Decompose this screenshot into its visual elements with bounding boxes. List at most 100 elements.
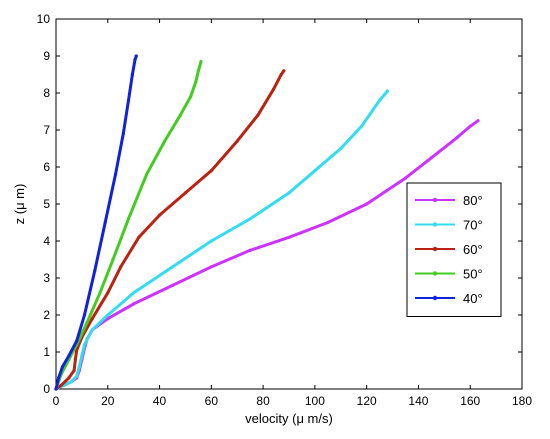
data-point: [126, 217, 131, 221]
series-line-2: [54, 69, 286, 391]
data-point: [163, 139, 167, 143]
legend-label-1: 70°: [463, 218, 483, 233]
legend-marker-4: [432, 295, 438, 301]
y-tick-label: 7: [43, 123, 50, 137]
y-tick-label: 6: [43, 160, 50, 174]
data-point: [189, 95, 193, 99]
data-point: [134, 54, 138, 58]
legend: 80° 70° 60° 50° 40°: [406, 182, 502, 317]
y-tick-label: 8: [43, 86, 50, 100]
data-point: [133, 58, 137, 62]
data-point: [119, 265, 123, 269]
data-point: [385, 89, 389, 93]
data-point: [248, 248, 252, 252]
plot-area: [54, 54, 480, 391]
x-tick-label: 100: [305, 394, 325, 408]
data-point: [235, 139, 239, 143]
data-point: [132, 291, 136, 295]
data-point: [75, 374, 79, 378]
data-point: [468, 124, 472, 128]
data-point: [194, 80, 198, 84]
data-point: [326, 220, 330, 225]
data-point: [279, 72, 283, 77]
data-point: [75, 348, 79, 352]
data-point: [103, 220, 107, 225]
data-point: [359, 124, 364, 128]
data-point: [60, 365, 65, 369]
data-point: [170, 283, 175, 287]
legend-label-4: 40°: [463, 291, 483, 306]
legend-label-3: 50°: [463, 267, 483, 282]
data-point: [111, 257, 115, 262]
data-point: [75, 339, 79, 343]
axes: 0 20 40 60 80 100 120 140 160 180 0 1 2 3 4 5 6 7 8 9 10: [37, 12, 533, 408]
data-point: [73, 357, 78, 361]
data-point: [178, 113, 182, 117]
data-point: [106, 317, 110, 321]
data-point: [145, 172, 149, 176]
data-point: [82, 313, 87, 317]
data-point: [313, 169, 317, 173]
data-point: [69, 380, 74, 384]
data-point: [339, 146, 343, 151]
y-axis-label: z (μ m): [12, 184, 27, 225]
data-point: [455, 135, 459, 139]
data-point: [287, 235, 291, 239]
x-tick-label: 80: [256, 394, 270, 408]
data-point: [106, 313, 110, 317]
y-tick-label: 0: [43, 382, 50, 396]
data-point: [72, 368, 76, 373]
data-point: [209, 239, 213, 243]
y-tick-label: 3: [43, 271, 50, 285]
data-point: [130, 72, 134, 77]
data-point: [56, 376, 61, 380]
data-point: [196, 69, 200, 73]
data-point: [209, 169, 213, 173]
data-point: [67, 354, 71, 358]
data-point: [59, 383, 63, 387]
series-line-1: [54, 89, 389, 391]
data-point: [82, 343, 87, 347]
y-tick-label: 9: [43, 49, 50, 63]
data-point: [170, 265, 175, 269]
data-point: [54, 387, 58, 391]
x-tick-label: 0: [53, 394, 60, 408]
data-point: [85, 320, 89, 324]
data-point: [106, 291, 110, 295]
data-point: [271, 87, 276, 91]
data-point: [183, 191, 188, 195]
data-point: [248, 217, 252, 221]
legend-marker-2: [432, 246, 438, 252]
data-point: [98, 291, 102, 295]
x-tick-label: 20: [101, 394, 115, 408]
data-point: [126, 98, 131, 102]
data-point: [209, 265, 213, 269]
legend-label-2: 60°: [463, 242, 483, 257]
x-tick-label: 40: [153, 394, 167, 408]
data-point: [476, 119, 480, 123]
data-point: [365, 202, 369, 206]
data-point: [67, 376, 71, 380]
data-point: [93, 269, 97, 273]
data-point: [90, 328, 94, 332]
data-point: [77, 365, 81, 369]
y-tick-label: 1: [43, 345, 50, 359]
x-tick-label: 180: [512, 394, 532, 408]
x-axis-label: velocity (μ m/s): [245, 411, 333, 426]
data-point: [378, 98, 382, 102]
data-point: [282, 69, 286, 73]
data-point: [90, 317, 94, 321]
legend-marker-0: [432, 197, 438, 203]
x-tick-label: 120: [357, 394, 377, 408]
y-tick-label: 5: [43, 197, 50, 211]
legend-marker-3: [432, 271, 438, 276]
x-tick-label: 140: [408, 394, 428, 408]
data-point: [137, 235, 141, 239]
data-point: [121, 132, 125, 136]
legend-marker-1: [432, 222, 438, 227]
data-point: [199, 59, 203, 64]
data-point: [287, 191, 291, 195]
data-point: [157, 213, 162, 217]
x-tick-label: 160: [460, 394, 480, 408]
